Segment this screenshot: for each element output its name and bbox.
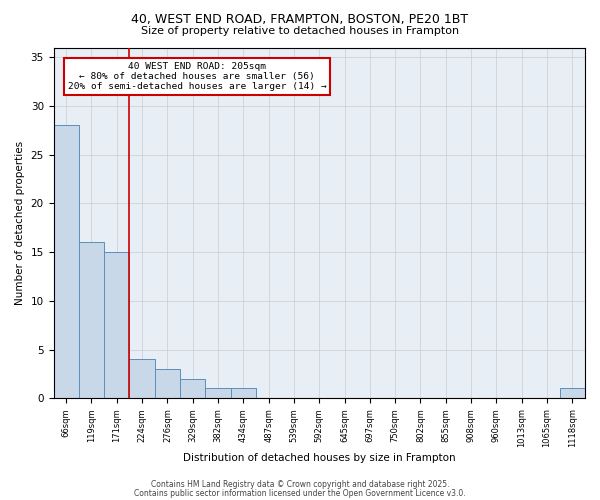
Text: Size of property relative to detached houses in Frampton: Size of property relative to detached ho… (141, 26, 459, 36)
Y-axis label: Number of detached properties: Number of detached properties (15, 141, 25, 305)
Bar (180, 378, 205, 398)
Bar (79, 242, 104, 398)
Bar (560, 388, 585, 398)
Bar (53, 126, 79, 398)
Bar (155, 369, 180, 398)
Bar (104, 252, 130, 398)
Text: 40 WEST END ROAD: 205sqm
← 80% of detached houses are smaller (56)
20% of semi-d: 40 WEST END ROAD: 205sqm ← 80% of detach… (68, 62, 326, 92)
Bar (205, 388, 230, 398)
Bar (130, 360, 155, 398)
X-axis label: Distribution of detached houses by size in Frampton: Distribution of detached houses by size … (183, 452, 455, 462)
Bar (230, 388, 256, 398)
Text: Contains public sector information licensed under the Open Government Licence v3: Contains public sector information licen… (134, 489, 466, 498)
Text: 40, WEST END ROAD, FRAMPTON, BOSTON, PE20 1BT: 40, WEST END ROAD, FRAMPTON, BOSTON, PE2… (131, 12, 469, 26)
Text: Contains HM Land Registry data © Crown copyright and database right 2025.: Contains HM Land Registry data © Crown c… (151, 480, 449, 489)
